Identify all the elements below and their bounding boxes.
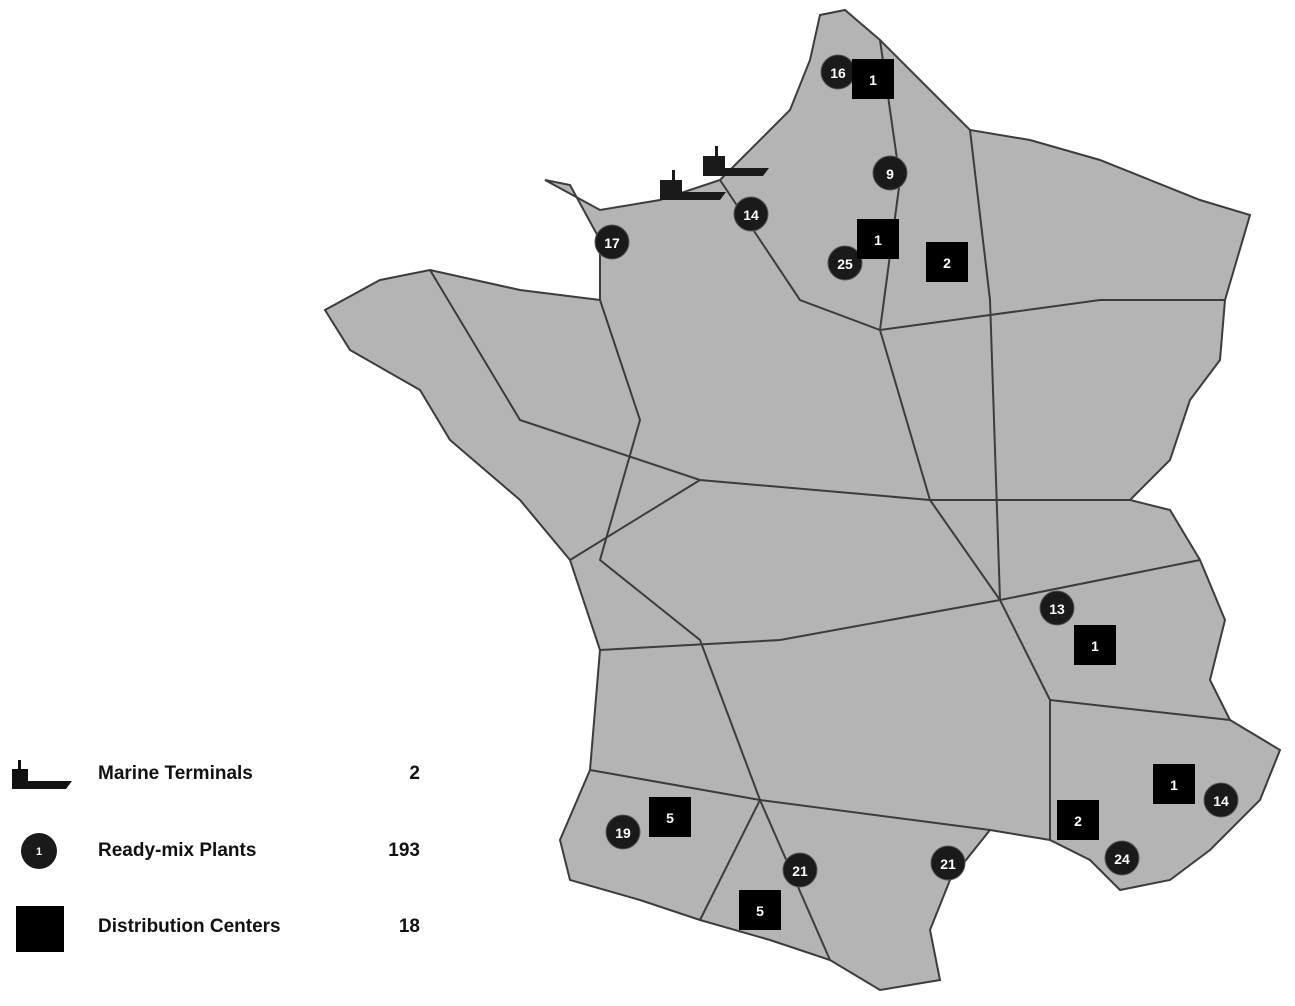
legend-label: Marine Terminals xyxy=(98,763,253,784)
marker-label: 1 xyxy=(1170,777,1178,793)
legend-count: 18 xyxy=(398,916,420,937)
distribution-center-marker: 2 xyxy=(926,242,968,282)
legend-distribution-centers: Distribution Centers 18 xyxy=(0,904,440,954)
legend-label: Distribution Centers xyxy=(98,916,281,937)
distribution-center-marker: 5 xyxy=(739,890,781,930)
distribution-center-marker: 5 xyxy=(649,797,691,837)
ready-mix-plant-marker: 14 xyxy=(1203,782,1239,818)
marker-label: 5 xyxy=(756,903,764,919)
marker-label: 2 xyxy=(943,255,951,271)
ready-mix-plant-marker: 9 xyxy=(872,155,908,191)
legend-count: 193 xyxy=(388,840,420,861)
ready-mix-plant-marker: 21 xyxy=(782,852,818,888)
marker-label: 1 xyxy=(869,72,877,88)
distribution-center-marker: 1 xyxy=(852,59,894,99)
marker-label: 14 xyxy=(743,207,759,223)
ready-mix-plant-marker: 16 xyxy=(820,54,856,90)
marker-label: 13 xyxy=(1049,601,1065,617)
ready-mix-plant-marker: 24 xyxy=(1104,840,1140,876)
department-border xyxy=(599,559,1201,651)
distribution-center-marker: 1 xyxy=(1153,764,1195,804)
legend-ready-mix-plants: 1 Ready-mix Plants 193 xyxy=(0,826,440,876)
department-border xyxy=(719,179,1225,332)
legend-label: Ready-mix Plants xyxy=(98,840,257,861)
marker-label: 21 xyxy=(792,863,808,879)
ready-mix-plant-marker: 19 xyxy=(605,814,641,850)
france-outline xyxy=(323,8,1282,992)
distribution-center-marker: 1 xyxy=(1074,625,1116,665)
marker-label: 24 xyxy=(1114,851,1130,867)
marker-label: 5 xyxy=(666,810,674,826)
department-border xyxy=(969,129,1001,601)
marine-terminal-marker xyxy=(660,170,726,200)
department-border xyxy=(598,299,762,921)
square-icon xyxy=(16,906,64,952)
marker-label: 25 xyxy=(837,256,853,272)
ready-mix-plant-marker: 17 xyxy=(594,224,630,260)
ready-mix-plant-marker: 13 xyxy=(1039,590,1075,626)
svg-text:1: 1 xyxy=(36,846,42,858)
marker-label: 1 xyxy=(1091,638,1099,654)
ready-mix-plant-marker: 25 xyxy=(827,245,863,281)
marker-label: 2 xyxy=(1074,813,1082,829)
marker-label: 1 xyxy=(874,232,882,248)
marine-terminal-marker xyxy=(703,146,769,176)
marker-label: 19 xyxy=(615,825,631,841)
ready-mix-plant-marker: 14 xyxy=(733,196,769,232)
department-border xyxy=(1049,699,1231,721)
circle-icon: 1 xyxy=(21,833,57,869)
legend-marine-terminals: Marine Terminals 2 xyxy=(0,750,440,800)
marker-label: 21 xyxy=(940,856,956,872)
distribution-center-marker: 1 xyxy=(857,219,899,259)
department-border xyxy=(569,479,701,561)
legend-count: 2 xyxy=(409,763,420,784)
marker-label: 9 xyxy=(886,166,894,182)
marker-label: 14 xyxy=(1213,793,1229,809)
ready-mix-plant-marker: 21 xyxy=(930,845,966,881)
distribution-center-marker: 2 xyxy=(1057,800,1099,840)
ship-icon xyxy=(12,760,72,789)
marker-label: 17 xyxy=(604,235,620,251)
marker-label: 16 xyxy=(830,65,846,81)
